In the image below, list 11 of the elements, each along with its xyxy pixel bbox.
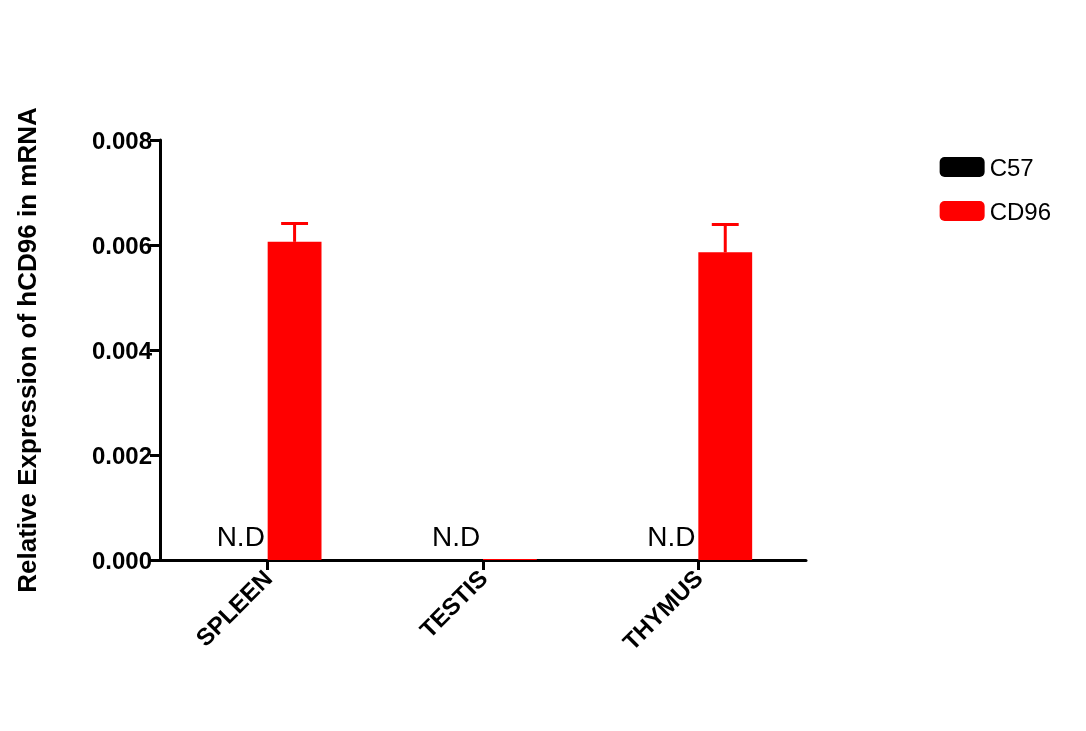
- y-tick-label: 0.000: [91, 546, 152, 574]
- y-tick-label: 0.004: [91, 336, 153, 364]
- y-tick-label: 0.006: [91, 231, 152, 259]
- y-tick-label: 0.002: [91, 441, 152, 469]
- annotation: N.D: [216, 520, 265, 552]
- y-axis-title: Relative Expression of hCD96 in mRNA: [12, 107, 42, 593]
- legend-label: CD96: [989, 197, 1051, 225]
- legend-label: C57: [989, 153, 1034, 181]
- y-tick-label: 0.008: [91, 126, 152, 154]
- annotation: N.D: [647, 520, 696, 552]
- annotation: N.D: [431, 520, 481, 552]
